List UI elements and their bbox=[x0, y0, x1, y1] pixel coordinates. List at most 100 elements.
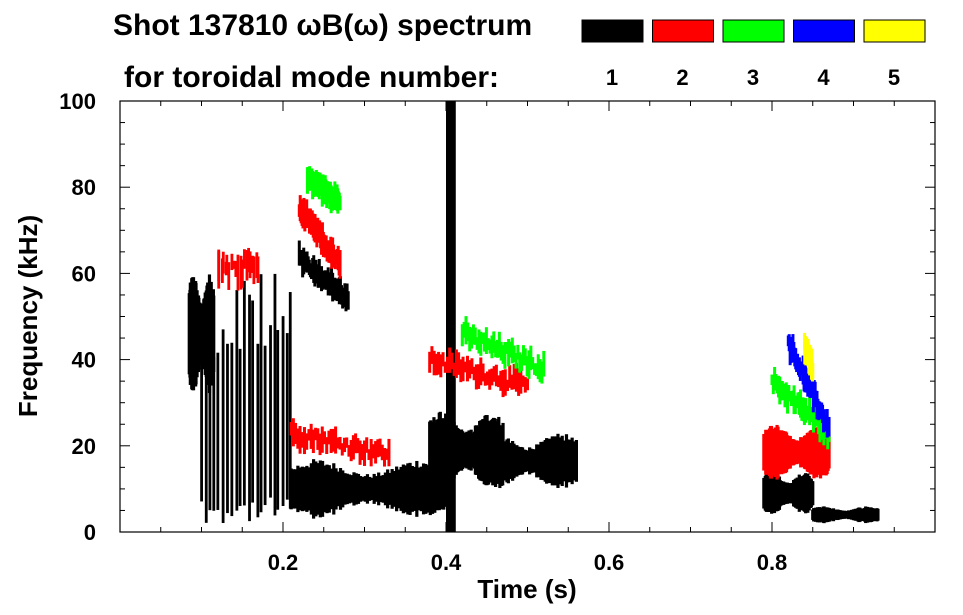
mode-1-mark bbox=[368, 476, 372, 501]
mode-1-mark bbox=[334, 468, 338, 510]
mode-1-mark bbox=[327, 272, 331, 287]
mode-2-mark bbox=[331, 428, 335, 452]
mode-3-mark bbox=[483, 332, 487, 352]
mode-2-mark bbox=[227, 262, 231, 290]
mode-1-mark bbox=[435, 467, 439, 511]
mode-2-mark bbox=[380, 444, 384, 461]
mode-2-mark bbox=[510, 374, 514, 390]
mode-1-mark bbox=[395, 466, 399, 512]
mode-2-mark bbox=[356, 438, 360, 454]
mode-2-mark bbox=[298, 425, 302, 454]
mode-1-mark bbox=[446, 101, 456, 532]
mode-1-mark bbox=[230, 342, 234, 517]
mode-2-mark bbox=[349, 439, 353, 462]
mode-2-mark bbox=[340, 443, 344, 456]
mode-1-mark bbox=[350, 475, 354, 503]
mode-1-mark bbox=[212, 356, 216, 511]
y-axis-label: Frequency (kHz) bbox=[13, 215, 43, 417]
mode-1-mark bbox=[372, 473, 376, 504]
mode-3-mark bbox=[507, 338, 511, 367]
mode-2-mark bbox=[385, 448, 389, 460]
mode-3-mark bbox=[466, 322, 470, 342]
mode-2-blob bbox=[762, 424, 831, 480]
legend: 1 2 3 4 5 bbox=[581, 19, 926, 90]
mode-1-mark bbox=[401, 464, 405, 514]
mode-1-mark bbox=[419, 466, 423, 512]
mode-1-mark bbox=[876, 508, 880, 521]
mode-2-mark bbox=[430, 346, 434, 364]
mode-3-mark bbox=[484, 327, 488, 354]
mode-1-mark bbox=[242, 280, 246, 506]
mode-1-mark bbox=[359, 476, 363, 502]
mode-3-mark bbox=[542, 350, 546, 377]
mode-1-mark bbox=[256, 343, 260, 518]
mode-3-mark bbox=[527, 350, 531, 379]
mode-1-mark bbox=[276, 330, 280, 510]
mode-1-mark bbox=[338, 468, 343, 510]
mode-1-mark bbox=[251, 300, 255, 503]
mode-1-mark bbox=[305, 465, 309, 512]
mode-1-mark bbox=[352, 472, 356, 506]
mode-1-chirp bbox=[297, 240, 350, 312]
y-tick-label: 100 bbox=[59, 89, 96, 114]
mode-3-mark bbox=[481, 332, 485, 344]
mode-1-mark bbox=[430, 463, 435, 514]
mode-2-mark bbox=[387, 438, 391, 467]
mode-1-mark bbox=[406, 463, 410, 515]
mode-2-mark bbox=[827, 436, 831, 469]
mode-2-mark bbox=[488, 369, 492, 390]
mode-3-chirp bbox=[460, 316, 546, 384]
mode-1-mark bbox=[200, 327, 203, 502]
mode-1-mark bbox=[390, 469, 394, 509]
mode-3-mark bbox=[510, 337, 514, 364]
mode-2-mark bbox=[374, 441, 378, 464]
legend-swatch-mode-5 bbox=[863, 19, 926, 43]
mode-2-mark bbox=[232, 260, 236, 269]
mode-1-mark bbox=[291, 469, 295, 509]
mode-2-mark bbox=[240, 259, 244, 288]
mode-1-mark bbox=[404, 465, 408, 513]
mode-1-mark bbox=[437, 467, 441, 511]
mode-2-mark bbox=[342, 437, 346, 453]
mode-3-mark bbox=[822, 421, 826, 446]
mode-2-mark bbox=[247, 247, 250, 273]
mode-3-mark bbox=[521, 345, 525, 366]
mode-2-mark bbox=[243, 249, 246, 269]
mode-1-mark bbox=[303, 467, 307, 511]
mode-1-mark bbox=[285, 333, 289, 500]
mode-2-mark bbox=[336, 437, 340, 449]
mode-2-mark bbox=[428, 351, 432, 373]
mode-1-mark bbox=[314, 259, 318, 278]
mode-1-mark bbox=[415, 460, 419, 517]
mode-3-mark bbox=[479, 331, 483, 356]
mode-2-mark bbox=[499, 370, 503, 391]
mode-1-mark bbox=[412, 466, 417, 511]
mode-1-mark bbox=[332, 463, 336, 515]
mode-2-mark bbox=[432, 350, 436, 376]
mode-1-mark bbox=[811, 481, 815, 506]
mode-3-mark bbox=[492, 331, 496, 353]
mode-3-mark bbox=[540, 361, 544, 384]
mode-2-mark bbox=[367, 449, 371, 461]
mode-1-mark bbox=[410, 465, 414, 512]
mode-2-mark bbox=[477, 364, 481, 389]
mode-1-mark bbox=[374, 476, 379, 502]
mode-2-mark bbox=[314, 427, 318, 441]
mode-2-mark bbox=[457, 352, 461, 375]
mode-1-mark bbox=[433, 464, 437, 513]
mode-1-mark bbox=[269, 325, 272, 498]
mode-1-mark bbox=[320, 460, 325, 517]
mode-1-mark bbox=[208, 331, 212, 511]
mode-2-mark bbox=[234, 260, 238, 277]
mode-1-mark bbox=[314, 461, 318, 517]
mode-1-mark bbox=[370, 477, 374, 501]
mode-3-mark bbox=[520, 354, 524, 371]
mode-3-mark bbox=[475, 337, 479, 350]
mode-2-mark bbox=[325, 437, 329, 454]
mode-2-chirp bbox=[428, 346, 529, 398]
mode-2-mark bbox=[296, 428, 300, 449]
mode-3-mark bbox=[488, 339, 492, 354]
mode-1-mark bbox=[288, 292, 292, 509]
mode-2-mark bbox=[318, 433, 322, 456]
